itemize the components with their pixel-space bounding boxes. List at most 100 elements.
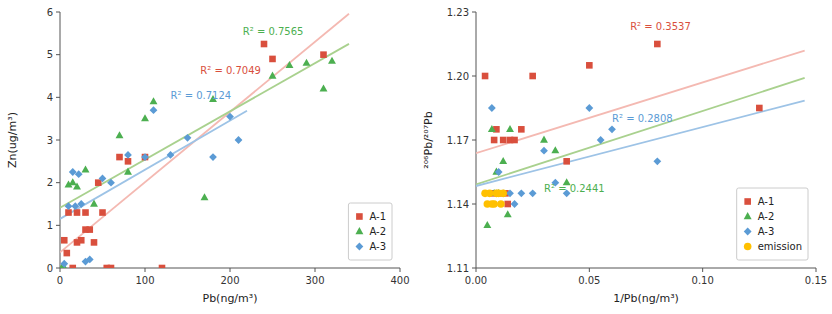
point — [142, 154, 149, 161]
point — [75, 170, 83, 178]
y-tick — [56, 54, 60, 55]
y-tick-label: 6 — [47, 7, 53, 18]
point — [90, 200, 98, 207]
trend-line — [60, 14, 349, 253]
x-tick-label: 0.15 — [805, 275, 827, 286]
legend-label: A-2 — [758, 211, 775, 222]
point — [488, 125, 496, 132]
legend-marker — [356, 213, 363, 220]
trend-line — [476, 51, 805, 154]
point — [608, 125, 616, 133]
point — [518, 126, 525, 133]
legend: A-1 A-2 A-3 emission — [737, 188, 808, 260]
point — [124, 168, 132, 175]
x-tick — [400, 268, 401, 272]
point — [141, 153, 149, 161]
y-tick — [56, 12, 60, 13]
legend-marker — [744, 228, 752, 236]
legend-marker — [744, 212, 752, 219]
point — [116, 154, 123, 161]
trend-line — [476, 101, 805, 187]
point — [540, 136, 548, 143]
point — [86, 226, 93, 233]
y-tick-label: 1.20 — [447, 71, 469, 82]
point — [328, 57, 336, 64]
point — [499, 157, 507, 164]
y-tick — [472, 140, 476, 141]
annotation: R² = 0.2808 — [612, 113, 673, 124]
y-tick — [472, 268, 476, 269]
point — [286, 61, 294, 68]
x-tick-label: 0 — [57, 275, 63, 286]
point — [529, 189, 537, 197]
point — [585, 104, 593, 112]
point — [517, 189, 525, 197]
point — [159, 265, 166, 268]
x-tick-label: 0.00 — [465, 275, 487, 286]
y-tick-label: 1 — [47, 220, 53, 231]
point — [74, 209, 81, 216]
point — [167, 151, 175, 159]
point — [124, 151, 132, 159]
point — [597, 136, 605, 144]
x-axis-line — [476, 268, 816, 269]
x-axis-label: Pb(ng/m³) — [203, 292, 258, 305]
point — [150, 106, 158, 114]
y-tick-label: 4 — [47, 92, 53, 103]
y-tick-label: 2 — [47, 177, 53, 188]
point — [269, 72, 277, 79]
point — [511, 137, 518, 144]
point — [653, 157, 661, 165]
point — [184, 134, 192, 142]
x-tick — [230, 268, 231, 272]
y-tick — [472, 12, 476, 13]
legend-box — [348, 203, 392, 260]
point — [586, 62, 593, 69]
point — [60, 260, 68, 268]
y-tick-label: 1.11 — [447, 263, 469, 274]
point — [209, 153, 217, 161]
y-tick — [56, 182, 60, 183]
legend-label: A-3 — [369, 241, 386, 252]
trend-line — [60, 44, 349, 208]
point — [86, 256, 94, 264]
y-tick — [56, 225, 60, 226]
legend-label: A-1 — [758, 196, 775, 207]
point — [108, 265, 115, 268]
point — [226, 113, 234, 121]
legend-marker — [744, 243, 752, 251]
point — [482, 73, 489, 80]
point — [73, 183, 81, 190]
point — [99, 209, 106, 216]
point — [511, 200, 519, 208]
point — [491, 137, 498, 144]
point — [99, 175, 107, 183]
point — [504, 201, 511, 208]
y-tick-label: 1.23 — [447, 7, 469, 18]
point — [201, 193, 209, 200]
point — [303, 59, 311, 66]
x-tick — [589, 268, 590, 272]
point — [654, 41, 661, 48]
y-tick-label: 5 — [47, 49, 53, 60]
point — [506, 125, 514, 132]
point — [64, 250, 71, 257]
y-axis-label: Zn(ug/m³) — [6, 112, 19, 168]
legend-label: emission — [758, 241, 802, 252]
point — [235, 136, 243, 144]
legend-label: A-3 — [758, 226, 775, 237]
point — [563, 158, 570, 165]
x-tick — [816, 268, 817, 272]
legend-label: A-1 — [369, 211, 386, 222]
point — [107, 179, 115, 187]
legend-marker — [356, 243, 364, 251]
point — [125, 158, 132, 165]
x-tick — [702, 268, 703, 272]
y-tick-label: 3 — [47, 135, 53, 146]
y-tick — [56, 268, 60, 269]
x-axis-label: 1/Pb(ng/m³) — [613, 292, 679, 305]
legend-marker — [744, 198, 751, 205]
point — [506, 189, 514, 197]
trend-line — [476, 78, 805, 184]
x-tick — [476, 268, 477, 272]
